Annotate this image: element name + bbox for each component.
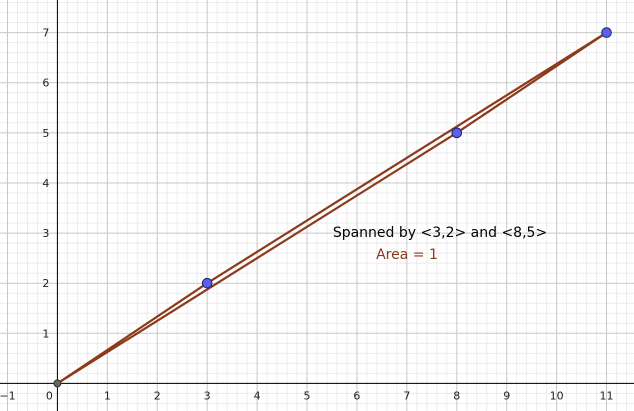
y-tick-label: 1 (42, 327, 49, 340)
origin-point[interactable] (53, 379, 62, 388)
x-tick-label: −1 (0, 389, 16, 402)
y-tick-label: 5 (42, 127, 49, 140)
x-tick-label: 3 (204, 389, 211, 402)
vertex-points (53, 27, 612, 388)
x-tick-label: 10 (550, 389, 564, 402)
parallelogram[interactable] (56, 31, 608, 385)
vertex-point[interactable] (201, 277, 213, 289)
y-tick-label: 4 (42, 177, 49, 190)
x-tick-label: 9 (503, 389, 510, 402)
x-tick-label: 0 (46, 389, 53, 402)
x-tick-label: 6 (353, 389, 360, 402)
x-tick-label: 11 (600, 389, 614, 402)
vertex-point[interactable] (601, 27, 612, 38)
y-tick-label: 3 (42, 227, 49, 240)
x-tick-label: 7 (403, 389, 410, 402)
x-tick-label: 2 (154, 389, 161, 402)
x-tick-label: 5 (304, 389, 311, 402)
spanned-caption: Spanned by <3,2> and <8,5> (333, 225, 547, 241)
y-tick-label: 6 (42, 77, 49, 90)
x-tick-label: 1 (104, 389, 111, 402)
x-tick-label: 4 (254, 389, 261, 402)
y-tick-label: 7 (42, 27, 49, 40)
x-tick-labels: −1 0 1 2 3 4 5 6 7 8 9 10 11 (0, 389, 614, 402)
y-tick-label: 2 (42, 277, 49, 290)
area-label: Area = 1 (376, 247, 438, 263)
vertex-point[interactable] (451, 127, 463, 139)
x-tick-label: 8 (453, 389, 460, 402)
y-tick-labels: 1 2 3 4 5 6 7 (42, 27, 49, 341)
